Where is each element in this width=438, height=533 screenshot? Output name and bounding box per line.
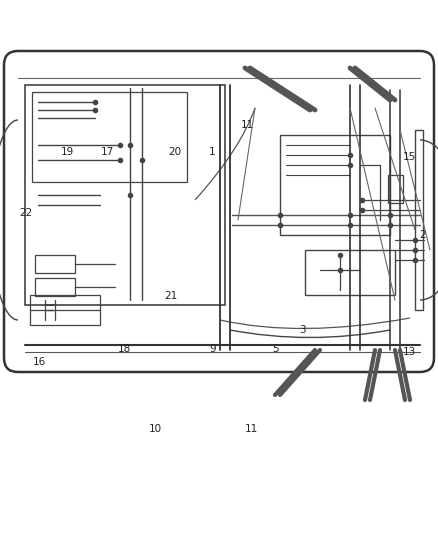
Bar [30, 295, 100, 325]
Text: 15: 15 [403, 152, 416, 162]
Text: 18: 18 [118, 344, 131, 354]
Text: 16: 16 [33, 358, 46, 367]
Bar [32, 92, 187, 182]
Text: 2: 2 [419, 230, 426, 239]
Bar [280, 135, 390, 235]
Text: 21: 21 [164, 291, 177, 301]
Bar [388, 175, 403, 203]
Text: 10: 10 [149, 424, 162, 434]
Text: 19: 19 [61, 147, 74, 157]
Text: 11: 11 [245, 424, 258, 434]
FancyBboxPatch shape [4, 51, 434, 372]
Bar [305, 250, 395, 295]
Text: 11: 11 [241, 120, 254, 130]
Text: 20: 20 [169, 147, 182, 157]
Text: 9: 9 [209, 344, 216, 354]
Text: 1: 1 [209, 147, 216, 157]
Text: 13: 13 [403, 347, 416, 357]
Text: 3: 3 [299, 326, 306, 335]
Text: 17: 17 [101, 147, 114, 157]
Bar [35, 255, 75, 273]
Text: 22: 22 [19, 208, 32, 218]
Text: 5: 5 [272, 344, 279, 354]
Bar [25, 85, 225, 305]
Bar [35, 278, 75, 296]
Bar [415, 130, 423, 310]
